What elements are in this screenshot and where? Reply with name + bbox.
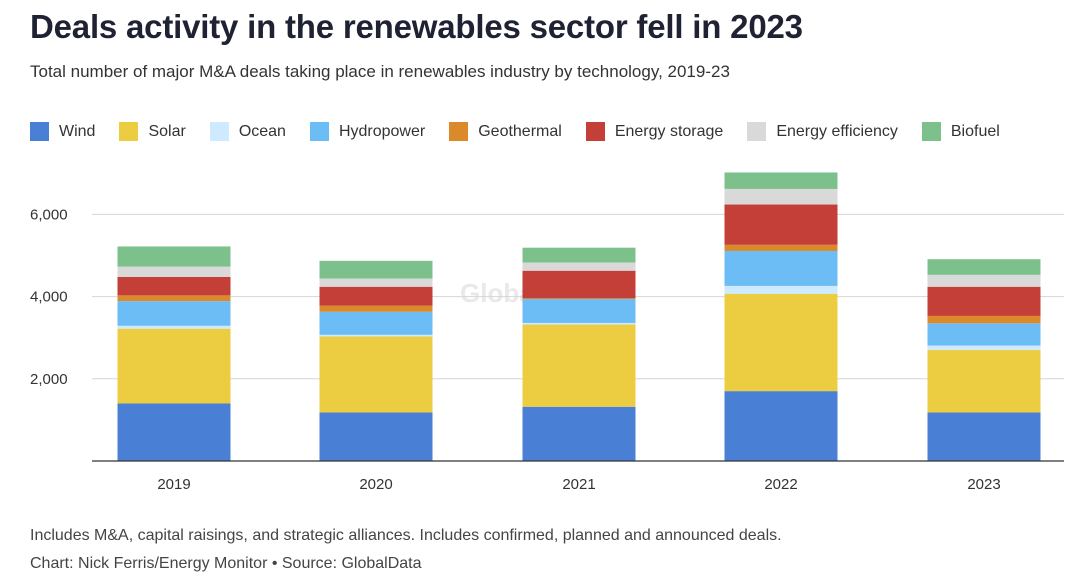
bar-segment-geothermal-2021 (522, 298, 636, 300)
legend-label-biofuel: Biofuel (950, 122, 1000, 140)
bar-segment-solar-2023 (927, 350, 1041, 413)
legend-swatch-energy-efficiency (747, 122, 767, 141)
bar-segment-solar-2022 (724, 293, 838, 392)
legend-label-energy-efficiency: Energy efficiency (776, 122, 898, 140)
bar-segment-energy-efficiency-2022 (724, 188, 838, 205)
bar-segment-geothermal-2020 (319, 305, 433, 312)
bar-stack-2022 (724, 172, 838, 461)
bar-stack-2021 (522, 247, 636, 461)
bar-segment-energy-efficiency-2020 (319, 278, 433, 287)
bar-segment-energy-storage-2019 (117, 276, 231, 296)
bar-segment-wind-2019 (117, 403, 231, 461)
bar-segment-geothermal-2022 (724, 244, 838, 251)
bar-segment-wind-2020 (319, 412, 433, 461)
bar-segment-energy-efficiency-2021 (522, 262, 636, 271)
legend-swatch-geothermal (449, 122, 469, 141)
legend-item-wind: Wind (30, 122, 95, 141)
legend-swatch-ocean (209, 122, 229, 141)
chart-legend: Wind Solar Ocean Hydropower Geothermal Energy… (30, 122, 1024, 141)
legend-item-hydropower: Hydropower (309, 122, 426, 141)
bar-segment-energy-storage-2020 (319, 286, 433, 306)
x-tick-label-2021: 2021 (562, 476, 595, 493)
source-credit: Chart: Nick Ferris/Energy Monitor • Sour… (30, 555, 422, 572)
bar-stack-2023 (927, 259, 1041, 461)
bar-segment-geothermal-2023 (927, 315, 1041, 324)
legend-item-ocean: Ocean (209, 122, 286, 141)
bar-segment-biofuel-2019 (117, 246, 231, 267)
bar-segment-ocean-2019 (117, 325, 231, 329)
bar-segment-ocean-2023 (927, 345, 1041, 351)
legend-label-solar: Solar (148, 122, 186, 140)
x-tick-label-2020: 2020 (359, 476, 392, 493)
bar-segment-hydropower-2019 (117, 301, 231, 326)
legend-label-hydropower: Hydropower (338, 122, 426, 140)
bar-stack-2019 (117, 246, 231, 461)
x-tick-label-2022: 2022 (764, 476, 797, 493)
bar-segment-solar-2021 (522, 324, 636, 407)
bar-segment-energy-storage-2022 (724, 204, 838, 245)
legend-label-energy-storage: Energy storage (614, 122, 724, 140)
chart-title: Deals activity in the renewables sector … (30, 8, 803, 45)
bar-segment-ocean-2020 (319, 334, 433, 337)
y-tick-label: 6,000 (30, 206, 68, 223)
legend-swatch-solar (119, 122, 139, 141)
bar-segment-solar-2020 (319, 336, 433, 413)
x-tick-label-2023: 2023 (967, 476, 1000, 493)
bar-segment-wind-2023 (927, 412, 1041, 461)
legend-item-energy-efficiency: Energy efficiency (747, 122, 898, 141)
x-axis-ticks: 2019 2020 2021 2022 2023 (157, 476, 1000, 493)
legend-label-ocean: Ocean (238, 122, 286, 140)
y-tick-label: 4,000 (30, 289, 68, 306)
legend-swatch-hydropower (309, 122, 329, 141)
bar-segment-wind-2022 (724, 391, 838, 461)
bar-segment-energy-storage-2021 (522, 270, 636, 299)
bars (117, 172, 1041, 461)
legend-label-geothermal: Geothermal (478, 122, 562, 140)
bar-segment-solar-2019 (117, 328, 231, 404)
bar-segment-energy-efficiency-2023 (927, 274, 1041, 287)
bar-segment-ocean-2021 (522, 322, 636, 325)
bar-segment-hydropower-2021 (522, 299, 636, 323)
footnote: Includes M&A, capital raisings, and stra… (30, 527, 782, 544)
bar-segment-geothermal-2019 (117, 295, 231, 302)
legend-swatch-energy-storage (585, 122, 605, 141)
bar-segment-biofuel-2022 (724, 172, 838, 189)
y-tick-label: 2,000 (30, 371, 68, 388)
legend-item-energy-storage: Energy storage (585, 122, 724, 141)
bar-segment-biofuel-2023 (927, 259, 1041, 275)
chart-subtitle: Total number of major M&A deals taking p… (30, 62, 730, 81)
legend-item-biofuel: Biofuel (921, 122, 1000, 141)
legend-item-geothermal: Geothermal (449, 122, 562, 141)
legend-item-solar: Solar (119, 122, 186, 141)
x-tick-label-2019: 2019 (157, 476, 190, 493)
bar-stack-2020 (319, 260, 433, 461)
bar-segment-wind-2021 (522, 406, 636, 461)
bar-segment-biofuel-2021 (522, 247, 636, 263)
bar-segment-biofuel-2020 (319, 260, 433, 279)
legend-label-wind: Wind (59, 122, 96, 140)
bar-segment-energy-storage-2023 (927, 286, 1041, 316)
legend-swatch-wind (30, 122, 49, 141)
y-axis-ticks: 2,000 4,000 6,000 (30, 206, 68, 387)
bar-segment-hydropower-2022 (724, 250, 838, 286)
bar-segment-ocean-2022 (724, 285, 838, 294)
bar-segment-energy-efficiency-2019 (117, 266, 231, 277)
legend-swatch-biofuel (921, 122, 941, 141)
bar-segment-hydropower-2023 (927, 323, 1041, 346)
bar-segment-hydropower-2020 (319, 311, 433, 335)
